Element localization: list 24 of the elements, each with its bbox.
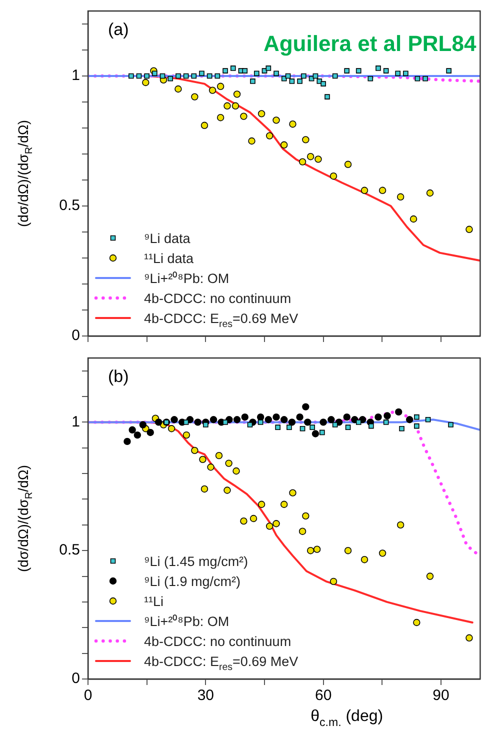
legend-label: ¹¹Li [144, 594, 164, 609]
y-tick-label: 0 [72, 327, 80, 344]
legend-label: ⁹Li+²⁰⁸Pb: OM [144, 271, 230, 286]
text: (a) [108, 20, 129, 39]
y-tick-label: 0 [72, 670, 80, 688]
y-tick-label: 0.5 [59, 542, 80, 559]
legend-label: ⁹Li data [144, 231, 191, 246]
x-tick-label: 30 [197, 687, 214, 704]
legend-label: ¹¹Li data [144, 251, 194, 266]
y-tick-label: 0.5 [59, 197, 80, 214]
y-tick-label: 1 [72, 413, 80, 430]
legend-label: ⁹Li (1.45 mg/cm²) [144, 554, 248, 569]
legend-label: ⁹Li (1.9 mg/cm²) [144, 574, 241, 589]
legend-label: 4b-CDCC: no continuum [144, 291, 292, 306]
y-axis-title: (dσ/dΩ)/(dσR/dΩ) [15, 120, 36, 227]
x-tick-label: 60 [314, 687, 332, 704]
x-tick-label: 0 [84, 687, 92, 704]
legend-label: ⁹Li+²⁰⁸Pb: OM [144, 614, 230, 629]
legend-label: 4b-CDCC: no continuum [144, 634, 292, 649]
x-tick-label: 90 [432, 687, 450, 704]
y-tick-label: 1 [72, 67, 80, 84]
annotation: Aguilera et al PRL84 [263, 31, 477, 56]
y-axis-title: (dσ/dΩ)/(dσR/dΩ) [15, 465, 36, 572]
text: (b) [108, 367, 129, 386]
